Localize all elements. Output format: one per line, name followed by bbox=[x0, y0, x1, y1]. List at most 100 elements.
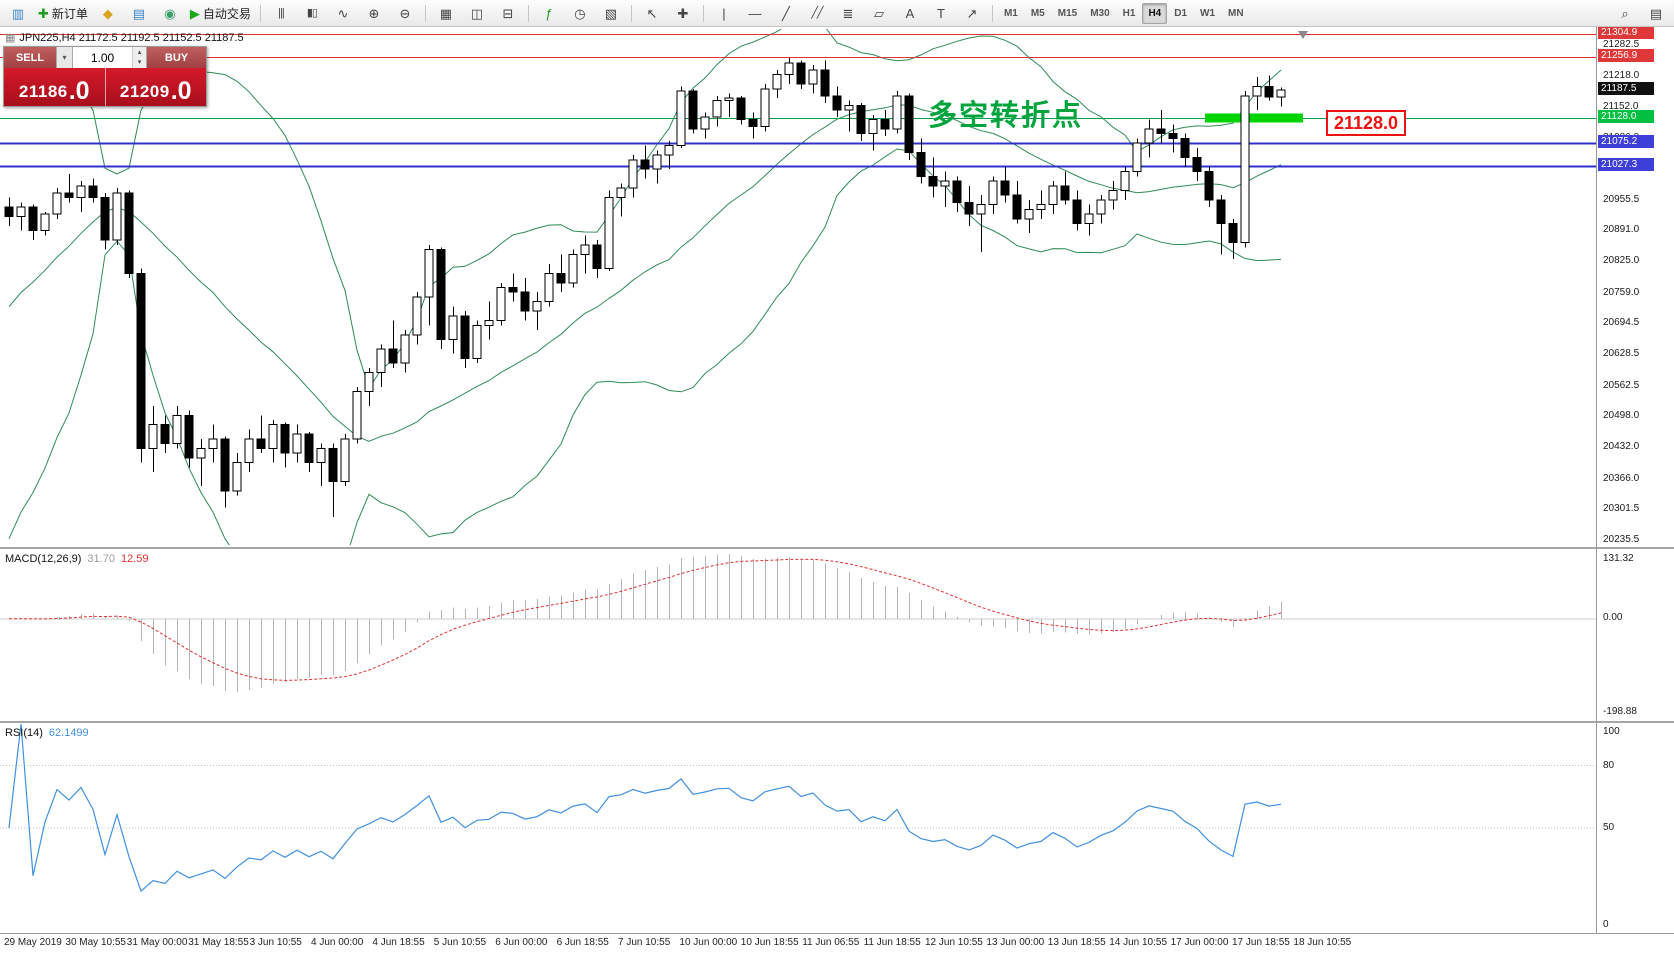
time-label: 31 May 00:00 bbox=[126, 937, 188, 948]
crosshair-button[interactable]: ✚ bbox=[668, 1, 698, 25]
macd-title: MACD(12,26,9) bbox=[5, 553, 82, 565]
profiles-button[interactable]: ◆ bbox=[93, 1, 123, 25]
macd-signal-value: 12.59 bbox=[120, 553, 149, 565]
rsi-title: RSI(14) bbox=[5, 727, 43, 739]
macd-plot bbox=[8, 554, 1282, 693]
timeframe-m1-button[interactable]: M1 bbox=[1003, 7, 1018, 19]
search-button[interactable]: ⌕ bbox=[1610, 1, 1640, 25]
price-axis-border bbox=[1596, 27, 1597, 933]
price-badge-blue: 21075.2 bbox=[1598, 135, 1654, 149]
line-chart-icon: ∿ bbox=[337, 5, 349, 21]
chart-annotation-text[interactable]: 多空转折点 bbox=[928, 100, 1084, 132]
time-axis[interactable]: 29 May 2019 30 May 10:55 31 May 00:00 31 Ma… bbox=[0, 934, 1596, 953]
toolbar-separator bbox=[702, 4, 704, 22]
price-main-digits: 21209 bbox=[119, 82, 170, 101]
arrows-button[interactable]: ↗ bbox=[957, 1, 987, 25]
horizontal-line-icon: — bbox=[748, 5, 762, 21]
new-order-button[interactable]: ✚ 新订单 bbox=[34, 1, 92, 25]
volume-input[interactable] bbox=[73, 47, 132, 68]
timeframe-w1-button[interactable]: W1 bbox=[1200, 7, 1216, 19]
time-label: 13 Jun 18:55 bbox=[1047, 937, 1106, 948]
zoom-out-button[interactable]: ⊖ bbox=[390, 1, 420, 25]
timeframe-m5-button[interactable]: M5 bbox=[1030, 7, 1045, 19]
panel-divider-rsi[interactable] bbox=[0, 721, 1674, 723]
tile-windows-button[interactable]: ▦ bbox=[431, 1, 461, 25]
sell-price-button[interactable]: 21186.0 bbox=[4, 68, 106, 106]
chart-symbol-header: ▦ JPN225,H4 21172.5 21192.5 21152.5 2118… bbox=[5, 31, 244, 45]
time-label: 30 May 10:55 bbox=[65, 937, 126, 948]
bars-chart-button[interactable]: ||| bbox=[266, 1, 296, 25]
volume-increase-button[interactable]: ▴ bbox=[133, 47, 146, 58]
volume-decrease-button[interactable]: ▾ bbox=[133, 57, 146, 68]
order-type-dropdown[interactable]: ▾ bbox=[56, 47, 73, 68]
autotrading-button[interactable]: ▶ 自动交易 bbox=[186, 1, 255, 25]
price-tick-label: 20955.5 bbox=[1603, 193, 1640, 205]
vertical-line-button[interactable]: | bbox=[709, 1, 739, 25]
trade-panel-prices: 21186.0 21209.0 bbox=[4, 68, 206, 106]
terminal-chart-button[interactable]: ▥ bbox=[3, 1, 33, 25]
timeframe-h1-button[interactable]: H1 bbox=[1122, 7, 1136, 19]
fibonacci-button[interactable]: ≣ bbox=[833, 1, 863, 25]
price-callout-label[interactable]: 21128.0 bbox=[1326, 110, 1407, 136]
search-icon: ⌕ bbox=[1621, 5, 1629, 21]
cursor-button[interactable]: ↖ bbox=[637, 1, 667, 25]
horizontal-line-button[interactable]: — bbox=[740, 1, 770, 25]
timeframe-m30-button[interactable]: M30 bbox=[1090, 7, 1110, 19]
autotrading-icon: ▶ bbox=[189, 5, 200, 21]
candles-chart-button[interactable]: ▮▯ bbox=[297, 1, 327, 25]
profiles-icon: ◆ bbox=[102, 5, 113, 21]
price-tick-label: 21218.0 bbox=[1603, 69, 1640, 81]
templates-button[interactable]: ▧ bbox=[596, 1, 626, 25]
price-axis[interactable]: 131.32 0.00 -198.88 100 80 50 0 21282.5 2… bbox=[1597, 26, 1674, 933]
price-fraction-digits: .0 bbox=[68, 76, 90, 105]
price-tick-label: 20825.0 bbox=[1603, 255, 1640, 267]
timeframe-d1-button[interactable]: D1 bbox=[1174, 7, 1188, 19]
buy-button[interactable]: BUY bbox=[147, 47, 206, 68]
periods-button[interactable]: ◷ bbox=[565, 1, 595, 25]
price-tick-label: 20432.0 bbox=[1603, 441, 1640, 453]
time-label: 6 Jun 00:00 bbox=[495, 937, 548, 948]
rsi-scale-80: 80 bbox=[1603, 760, 1615, 771]
price-main-digits: 21186 bbox=[18, 82, 68, 101]
time-label: 31 May 18:55 bbox=[188, 937, 249, 948]
time-label: 4 Jun 00:00 bbox=[311, 937, 364, 948]
indicators-icon: ƒ bbox=[545, 5, 553, 21]
indicator-gridlines bbox=[0, 618, 1596, 829]
cascade-windows-button[interactable]: ◫ bbox=[462, 1, 492, 25]
zoom-out-icon: ⊖ bbox=[399, 5, 411, 21]
time-axis-border bbox=[0, 933, 1674, 934]
data-window-button[interactable]: ▤ bbox=[1641, 1, 1671, 25]
buy-price-button[interactable]: 21209.0 bbox=[105, 68, 206, 106]
zoom-in-button[interactable]: ⊕ bbox=[359, 1, 389, 25]
trendline-button[interactable]: ╱ bbox=[771, 1, 801, 25]
toolbar: ▥ ✚ 新订单 ◆ ▤ ◉ ▶ 自动交易 ||| ▮▯ ∿ ⊕ ⊖ ▦ ◫ ⊟ ƒ ◷ ▧ ↖ ✚ | — ╱ ╱╱ ≣ ▱ A T ↗ M… bbox=[0, 0, 1674, 27]
time-label: 3 Jun 10:55 bbox=[249, 937, 302, 948]
timeframe-h4-button[interactable]: H4 bbox=[1142, 2, 1168, 24]
navigator-button[interactable]: ◉ bbox=[155, 1, 185, 25]
shapes-button[interactable]: ▱ bbox=[864, 1, 894, 25]
highlighted-level-segment[interactable] bbox=[1205, 113, 1303, 123]
shapes-icon: ▱ bbox=[873, 5, 884, 21]
timeframe-m15-button[interactable]: M15 bbox=[1057, 7, 1078, 19]
price-tick-label: 21282.5 bbox=[1603, 39, 1640, 50]
panel-divider-macd[interactable] bbox=[0, 547, 1674, 549]
channel-button[interactable]: ╱╱ bbox=[802, 1, 832, 25]
market-watch-button[interactable]: ▤ bbox=[124, 1, 154, 25]
indicators-button[interactable]: ƒ bbox=[534, 1, 564, 25]
arrange-windows-icon: ⊟ bbox=[502, 5, 514, 21]
macd-scale-max: 131.32 bbox=[1603, 553, 1634, 564]
price-tick-label: 20562.5 bbox=[1603, 379, 1640, 391]
sell-button[interactable]: SELL bbox=[4, 47, 56, 68]
arrange-windows-button[interactable]: ⊟ bbox=[493, 1, 523, 25]
text-label-button[interactable]: T bbox=[926, 1, 956, 25]
macd-main-value: 31.70 bbox=[87, 553, 115, 565]
market-watch-icon: ▤ bbox=[132, 5, 146, 21]
price-tick-label: 20301.5 bbox=[1603, 503, 1640, 515]
text-button[interactable]: A bbox=[895, 1, 925, 25]
candlesticks bbox=[4, 58, 1286, 517]
time-label: 10 Jun 18:55 bbox=[740, 937, 799, 948]
arrows-icon: ↗ bbox=[966, 5, 978, 21]
timeframe-mn-button[interactable]: MN bbox=[1228, 7, 1244, 19]
line-chart-button[interactable]: ∿ bbox=[328, 1, 358, 25]
